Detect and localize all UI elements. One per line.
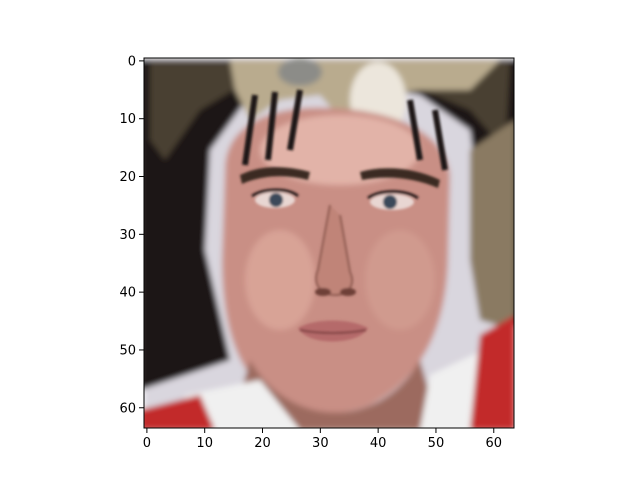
x-axis: 0 10 20 30 40 50 60 — [143, 428, 502, 451]
y-tick-label: 10 — [119, 112, 136, 127]
left-eyebrow — [240, 167, 310, 184]
x-tick-label: 50 — [428, 436, 445, 451]
shirt-red — [144, 315, 514, 428]
x-tick-label: 30 — [312, 436, 329, 451]
y-axis: 0 10 20 30 40 50 60 — [119, 54, 144, 416]
x-tick-label: 60 — [485, 436, 502, 451]
x-tick-label: 10 — [196, 436, 213, 451]
lips — [298, 320, 368, 342]
y-tick-label: 20 — [119, 170, 136, 185]
shirt-white — [180, 340, 514, 428]
y-tick-label: 50 — [119, 343, 136, 358]
right-eyebrow — [360, 168, 440, 188]
portrait-image — [144, 58, 514, 428]
y-tick-label: 40 — [119, 286, 136, 301]
x-tick-label: 40 — [370, 436, 387, 451]
x-tick-label: 0 — [143, 436, 151, 451]
y-tick-label: 0 — [128, 54, 136, 69]
nose — [315, 204, 354, 297]
x-tick-label: 20 — [254, 436, 271, 451]
y-tick-label: 60 — [119, 401, 136, 416]
y-tick-label: 30 — [119, 228, 136, 243]
axes-frame — [143, 57, 515, 429]
